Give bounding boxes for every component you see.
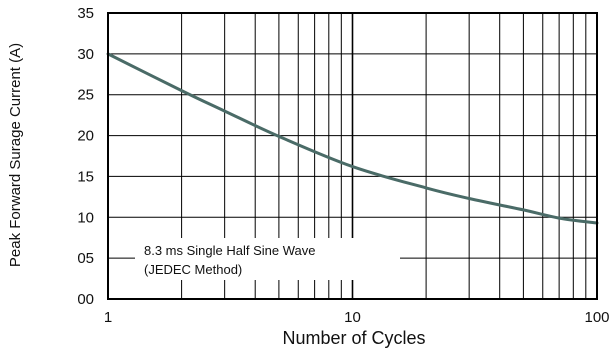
annotation-line-2: (JEDEC Method) xyxy=(144,262,242,277)
y-tick-label: 10 xyxy=(77,209,94,226)
y-tick-label: 30 xyxy=(77,46,94,63)
annotation-box: 8.3 ms Single Half Sine Wave (JEDEC Meth… xyxy=(135,238,400,280)
y-tick-label: 35 xyxy=(77,5,94,22)
y-tick-label: 25 xyxy=(77,87,94,104)
y-tick-label: 20 xyxy=(77,128,94,145)
y-tick-label: 15 xyxy=(77,168,94,185)
plot-frame xyxy=(107,12,598,300)
series-layer xyxy=(106,52,599,225)
annotation-line-1: 8.3 ms Single Half Sine Wave xyxy=(144,243,315,258)
x-tick-label: 10 xyxy=(344,309,361,326)
y-axis-title: Peak Forward Surage Current (A) xyxy=(7,43,24,267)
y-tick-labels: 00 05 10 15 20 25 30 35 xyxy=(77,5,94,308)
y-tick-label: 00 xyxy=(77,291,94,308)
x-tick-labels: 1 10 100 xyxy=(104,309,610,326)
x-axis-title: Number of Cycles xyxy=(282,328,425,348)
annotation-background xyxy=(135,238,400,280)
x-tick-label: 100 xyxy=(584,309,609,326)
series-line xyxy=(106,52,599,225)
y-tick-label: 05 xyxy=(77,250,94,267)
x-tick-label: 1 xyxy=(104,309,112,326)
